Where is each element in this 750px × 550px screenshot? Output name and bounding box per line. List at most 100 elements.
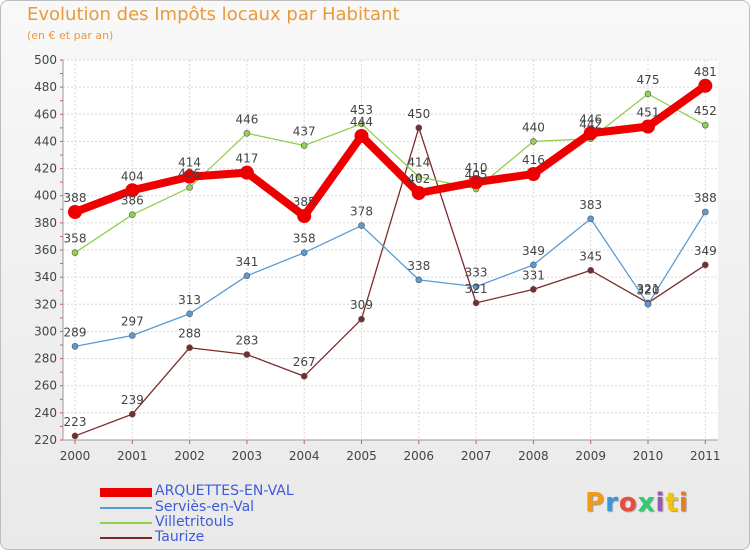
series-2-point-2001 [129, 211, 136, 219]
series-3-point-2002 [186, 344, 193, 352]
series-0-point-2000 [68, 205, 82, 219]
x-tick-label-2005: 2005 [346, 449, 377, 463]
series-1-point-2002 [186, 310, 193, 318]
data-label-series-0-2001: 404 [121, 169, 144, 183]
y-tick-label-340: 340 [34, 270, 57, 284]
x-tick-label-2003: 2003 [232, 449, 263, 463]
data-label-series-1-2004: 358 [293, 232, 316, 246]
data-label-series-2-2004: 437 [293, 125, 316, 139]
data-label-series-1-2009: 383 [579, 198, 602, 212]
data-label-series-1-2000: 289 [64, 325, 87, 339]
series-2-point-2002 [186, 184, 193, 191]
x-tick-label-2011: 2011 [690, 449, 721, 463]
data-label-series-0-2005: 444 [350, 115, 373, 129]
data-label-series-0-2006: 402 [407, 172, 430, 186]
series-line-3 [74, 127, 706, 437]
y-tick-label-320: 320 [34, 297, 57, 311]
series-3-point-2003 [243, 351, 251, 358]
series-line-1 [74, 211, 706, 348]
legend-swatch-arquettes [100, 488, 152, 497]
x-tick-label-2001: 2001 [117, 449, 148, 463]
series-0-point-2006 [411, 186, 426, 200]
series-2-point-2006 [415, 173, 423, 181]
y-tick-label-220: 220 [34, 433, 57, 447]
data-label-series-0-2009: 446 [579, 112, 602, 126]
legend-label-taurize: Taurize [155, 529, 205, 545]
x-tick-label-2004: 2004 [289, 449, 320, 463]
data-label-series-3-2002: 288 [178, 327, 201, 341]
y-tick-label-500: 500 [34, 53, 57, 67]
data-label-series-2-2005: 453 [350, 103, 373, 117]
y-tick-label-420: 420 [34, 162, 57, 176]
series-2-point-2004 [300, 142, 308, 149]
data-label-series-2-2001: 386 [121, 194, 144, 208]
y-tick-label-280: 280 [34, 352, 57, 366]
logo-letter-t: t [665, 488, 679, 518]
data-label-series-1-2011: 388 [694, 191, 717, 205]
series-3-point-2008 [530, 286, 537, 293]
data-label-series-0-2002: 414 [178, 156, 201, 170]
y-tick-label-380: 380 [34, 216, 57, 230]
series-0-point-2011 [698, 78, 713, 93]
legend-label-servies: Serviès-en-Val [155, 499, 255, 515]
x-tick-label-2000: 2000 [60, 449, 91, 463]
series-0-point-2005 [354, 129, 369, 143]
legend-swatch-villetritouls [100, 522, 152, 524]
data-label-series-2-2007: 405 [465, 168, 488, 182]
data-label-series-0-2011: 481 [694, 65, 717, 79]
logo-letter-i2: i [678, 488, 689, 518]
data-label-series-3-2008: 331 [522, 268, 545, 282]
series-0-point-2007 [469, 175, 484, 190]
series-1-point-2003 [243, 272, 251, 280]
legend-item-taurize: Taurize [100, 529, 400, 546]
y-tick-label-440: 440 [34, 134, 57, 148]
x-tick-label-2009: 2009 [575, 449, 606, 463]
data-label-series-0-2010: 451 [637, 106, 660, 120]
y-tick-label-360: 360 [34, 243, 57, 257]
logo-letter-p: P [585, 488, 606, 518]
data-label-series-1-2001: 297 [121, 315, 144, 329]
series-3-point-2000 [71, 432, 79, 440]
series-0-point-2001 [125, 183, 140, 198]
series-1-point-2001 [129, 332, 136, 339]
series-0-point-2002 [182, 169, 197, 184]
series-1-point-2005 [358, 222, 365, 229]
y-tick-label-480: 480 [34, 80, 57, 94]
series-1-point-2009 [587, 215, 595, 223]
legend-item-arquettes: ARQUETTES-EN-VAL [100, 483, 400, 500]
data-label-series-0-2004: 385 [293, 195, 316, 209]
y-tick-label-460: 460 [34, 107, 57, 121]
data-label-series-3-2000: 223 [64, 415, 87, 429]
data-label-series-1-2005: 378 [350, 205, 373, 219]
chart-subtitle: (en € et par an) [27, 29, 114, 42]
series-2-point-2003 [243, 129, 251, 137]
series-0-point-2003 [239, 165, 254, 180]
series-2-point-2010 [644, 90, 652, 98]
series-1-point-2011 [701, 208, 709, 216]
y-tick-label-260: 260 [34, 379, 57, 393]
data-label-series-3-2011: 349 [694, 244, 717, 258]
data-label-series-2-2003: 446 [235, 112, 258, 126]
data-label-series-3-2010: 321 [637, 282, 660, 296]
legend-item-servies: Serviès-en-Val [100, 499, 400, 516]
series-line-0 [71, 81, 710, 221]
series-3-point-2004 [300, 372, 308, 380]
y-tick-label-400: 400 [34, 189, 57, 203]
series-0-point-2004 [297, 209, 312, 224]
proxiti-logo: Proxiti [585, 488, 689, 518]
series-1-point-2006 [415, 276, 423, 284]
series-1-point-2004 [300, 249, 308, 257]
data-label-series-2-2009: 442 [579, 118, 602, 132]
legend-label-arquettes: ARQUETTES-EN-VAL [155, 483, 294, 499]
legend-label-villetritouls: Villetritouls [155, 514, 234, 530]
data-label-series-3-2009: 345 [579, 249, 602, 263]
series-1-point-2000 [71, 343, 79, 350]
x-tick-label-2006: 2006 [404, 449, 435, 463]
x-tick-label-2007: 2007 [461, 449, 492, 463]
series-3-point-2007 [472, 299, 480, 307]
series-3-point-2011 [701, 261, 709, 269]
data-label-series-3-2003: 283 [235, 334, 258, 348]
data-label-series-3-2007: 321 [465, 282, 488, 296]
series-2-point-2000 [71, 249, 79, 257]
